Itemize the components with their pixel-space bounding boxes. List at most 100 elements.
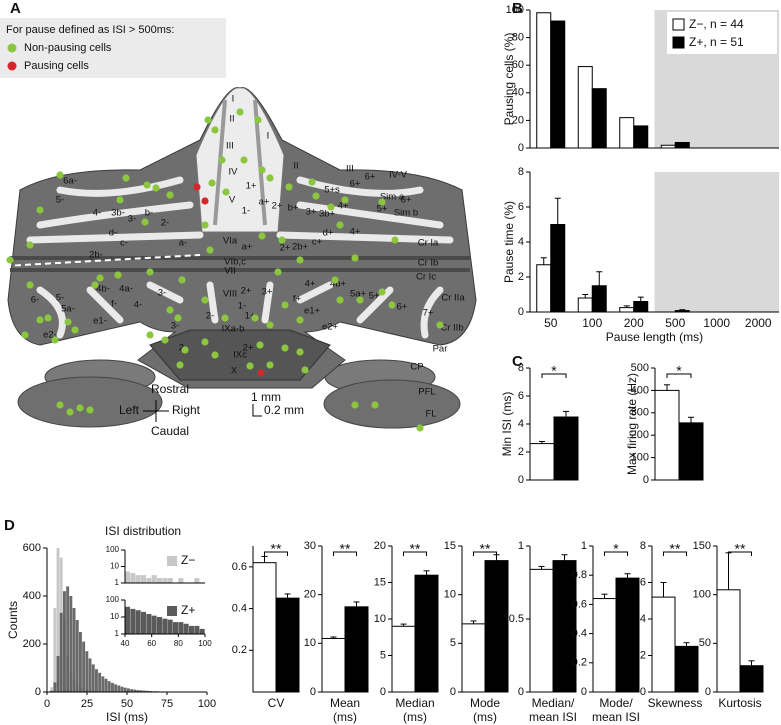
histogram-bar xyxy=(194,578,200,583)
cell-dot xyxy=(211,126,219,134)
region-label: 1+ xyxy=(246,181,257,192)
y-tick-label: 100 xyxy=(106,595,120,604)
significance-bracket xyxy=(541,373,567,378)
region-label: e1- xyxy=(93,316,107,327)
cell-dot xyxy=(251,314,259,322)
histogram-bar xyxy=(135,610,141,634)
y-tick-label: 0 xyxy=(581,686,587,698)
bar xyxy=(550,20,566,149)
x-axis-label: Median/ xyxy=(532,696,575,710)
histogram-bar xyxy=(101,676,105,692)
y-tick-label: 0 xyxy=(518,142,524,154)
region-label: VIb,c xyxy=(224,257,246,268)
region-label: c+ xyxy=(312,237,323,248)
y-tick-label: 10 xyxy=(110,612,119,621)
histogram-bar xyxy=(167,578,173,583)
region-label: 6+ xyxy=(350,179,361,190)
histogram-bar xyxy=(136,690,140,692)
histogram-bar xyxy=(127,688,130,692)
x-tick-label: 80 xyxy=(174,639,183,648)
histogram-bar xyxy=(114,684,118,692)
region-label: IV xyxy=(229,167,239,178)
region-label: 2+ xyxy=(280,243,291,254)
region-label: 5- xyxy=(56,195,64,206)
stripe xyxy=(26,231,204,244)
stripe xyxy=(56,176,184,197)
legend-box xyxy=(0,18,226,78)
region-label: Cr Ic xyxy=(416,272,436,283)
region-label: f+ xyxy=(293,294,302,305)
histogram-bar xyxy=(141,611,147,634)
region-label: 6+ xyxy=(365,172,376,183)
cell-dot xyxy=(36,316,44,324)
cell-dot xyxy=(56,401,64,409)
cell-dot xyxy=(278,236,286,244)
bar xyxy=(461,623,486,693)
orientation-label: Caudal xyxy=(151,424,189,438)
cell-dot xyxy=(351,401,359,409)
cell-dot xyxy=(436,321,444,329)
cell-dot xyxy=(174,314,182,322)
region-label: Sim b xyxy=(394,208,418,219)
y-tick-label: 4 xyxy=(518,236,524,248)
y-tick-label: 1 xyxy=(115,578,120,587)
panel-label: B xyxy=(512,0,523,17)
histogram-bar xyxy=(189,625,195,634)
cell-dot xyxy=(26,241,34,249)
significance-bracket xyxy=(604,551,628,556)
label-swatch xyxy=(167,556,177,566)
stripes xyxy=(26,176,454,339)
y-tick-label: 6 xyxy=(640,576,646,588)
cell-dot xyxy=(143,181,151,189)
bar xyxy=(577,66,593,149)
y-axis-label: Pausing cells (%) xyxy=(502,33,516,126)
histogram-bar xyxy=(53,608,57,692)
orientation-label: Right xyxy=(172,403,201,417)
histogram-bar xyxy=(139,690,143,692)
histogram-bar xyxy=(104,678,108,692)
y-tick-label: 10 xyxy=(374,613,386,625)
significance-label: ** xyxy=(340,541,351,557)
region-label: 2- xyxy=(206,311,214,322)
region-label: Cr Ib xyxy=(418,258,439,269)
cell-dot xyxy=(91,281,99,289)
y-tick-label: 600 xyxy=(23,542,41,554)
histogram-bar xyxy=(63,591,66,692)
cell-dot xyxy=(64,318,72,326)
region-label: Cr IIa xyxy=(441,293,465,304)
y-tick-label: 2 xyxy=(518,271,524,283)
y-tick-label: 0 xyxy=(310,686,316,698)
cell-dot xyxy=(258,232,266,240)
histogram-bar xyxy=(91,664,95,692)
y-axis-label: Min ISI (ms) xyxy=(500,392,514,457)
histogram-bar xyxy=(88,658,92,692)
y-tick-label: 0.2 xyxy=(572,657,587,669)
x-axis-label: CV xyxy=(268,696,285,710)
cell-dot xyxy=(201,221,209,229)
shaded-region xyxy=(654,172,779,312)
y-tick-label: 100 xyxy=(106,545,120,554)
y-tick-label: 0 xyxy=(518,306,524,318)
histogram-bar xyxy=(146,578,152,583)
cell-dot xyxy=(114,271,122,279)
y-tick-label: 80 xyxy=(512,32,524,44)
y-tick-label: 300 xyxy=(631,407,649,419)
x-axis-label: Skewness xyxy=(648,696,703,710)
y-tick-label: 30 xyxy=(304,540,316,552)
histogram-bar xyxy=(146,614,152,634)
region-label: 4- xyxy=(93,208,101,219)
region-label: I xyxy=(267,131,270,142)
region-label: 4+ xyxy=(350,227,361,238)
cell-dot xyxy=(208,179,216,187)
histogram-bar xyxy=(82,641,86,692)
histogram-bar xyxy=(143,690,146,692)
y-axis-label: Counts xyxy=(6,601,20,639)
histogram-bar xyxy=(162,618,168,634)
y-tick-label: 5 xyxy=(450,637,456,649)
significance-bracket xyxy=(403,551,427,556)
cell-dot xyxy=(166,306,174,314)
lobe xyxy=(17,376,163,428)
region-label: d+ xyxy=(323,228,334,239)
x-tick-label: 50 xyxy=(121,698,133,710)
